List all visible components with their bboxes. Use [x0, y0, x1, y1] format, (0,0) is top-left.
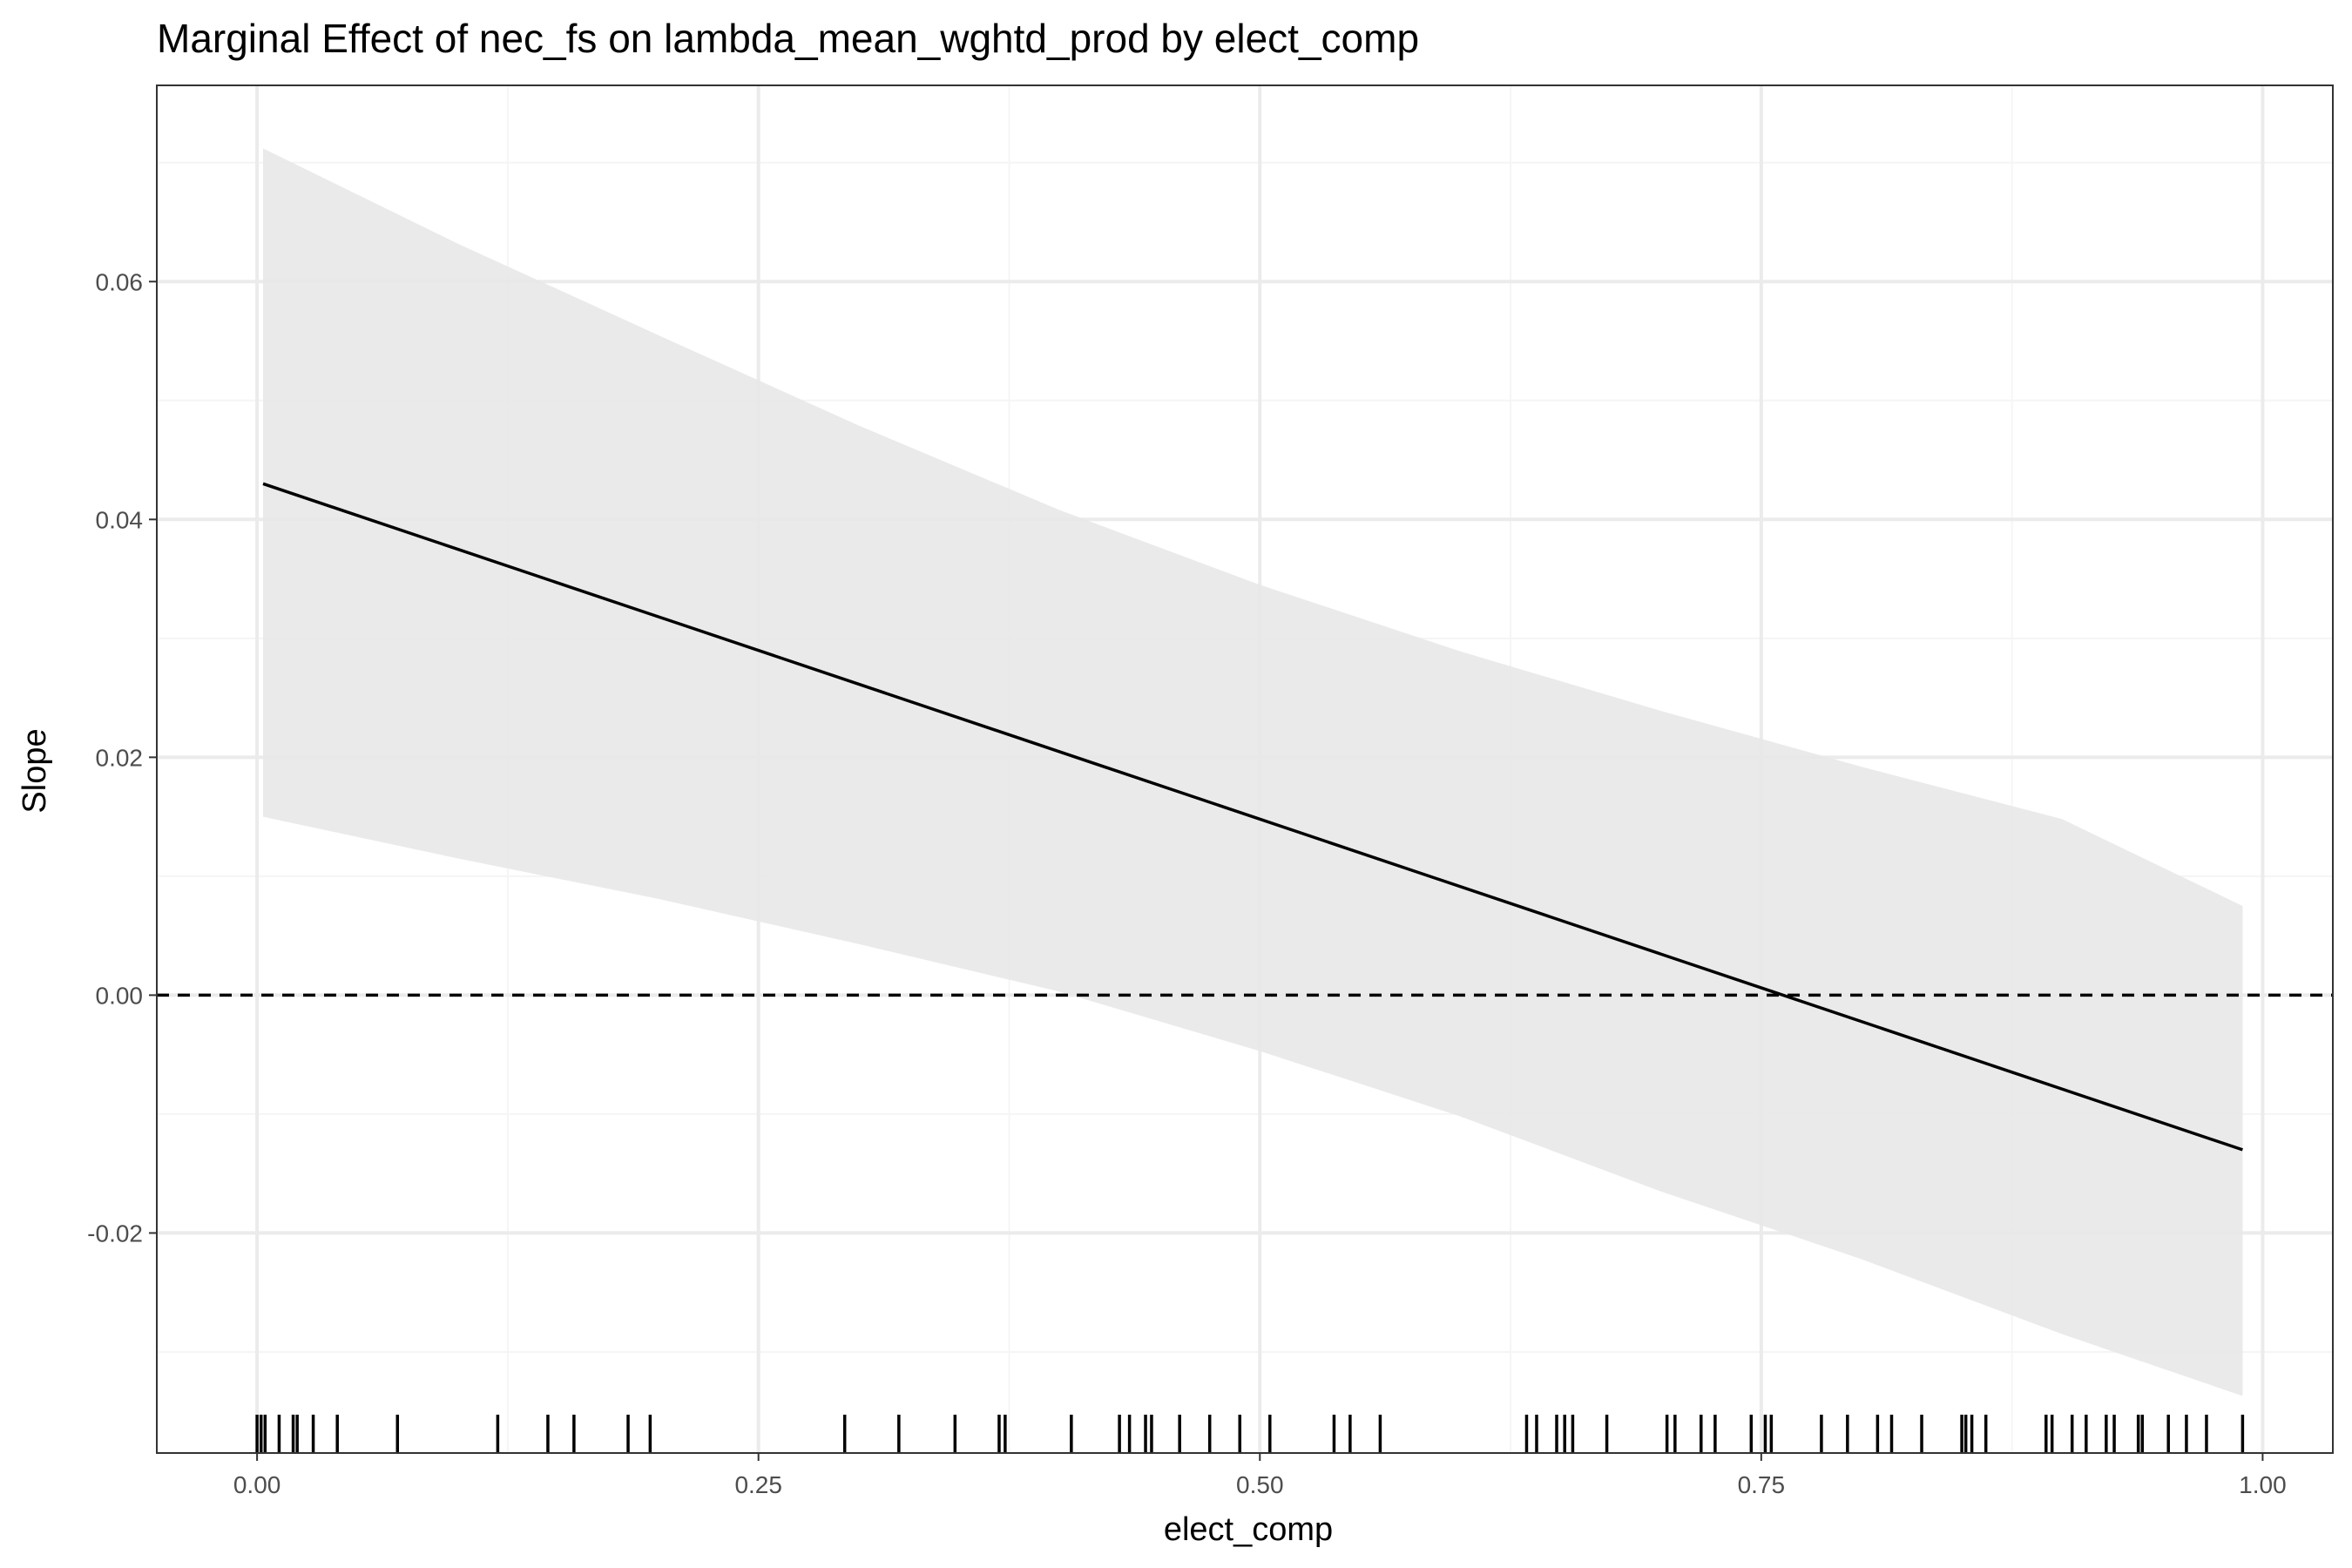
x-tick-label: 0.25: [734, 1471, 782, 1498]
chart-title: Marginal Effect of nec_fs on lambda_mean…: [157, 16, 1419, 61]
y-axis-title: Slope: [17, 728, 53, 813]
x-tick-label: 0.50: [1236, 1471, 1284, 1498]
x-tick-label: 0.00: [233, 1471, 281, 1498]
y-tick-label: 0.06: [96, 268, 144, 295]
y-tick-label: -0.02: [87, 1220, 143, 1247]
x-tick-label: 1.00: [2239, 1471, 2287, 1498]
y-tick-label: 0.04: [96, 506, 144, 533]
x-tick-label: 0.75: [1738, 1471, 1786, 1498]
x-axis-title: elect_comp: [1164, 1511, 1333, 1548]
y-tick-label: 0.00: [96, 982, 144, 1009]
panel-border: [156, 84, 2334, 1454]
confidence-band: [263, 148, 2243, 1396]
plot-area: 0.00 0.25 0.50 0.75 1.00 -0.02 0.00 0.02 0.04 0.0…: [87, 84, 2334, 1498]
marginal-effect-line: [262, 482, 2243, 1152]
y-tick-label: 0.02: [96, 744, 144, 771]
